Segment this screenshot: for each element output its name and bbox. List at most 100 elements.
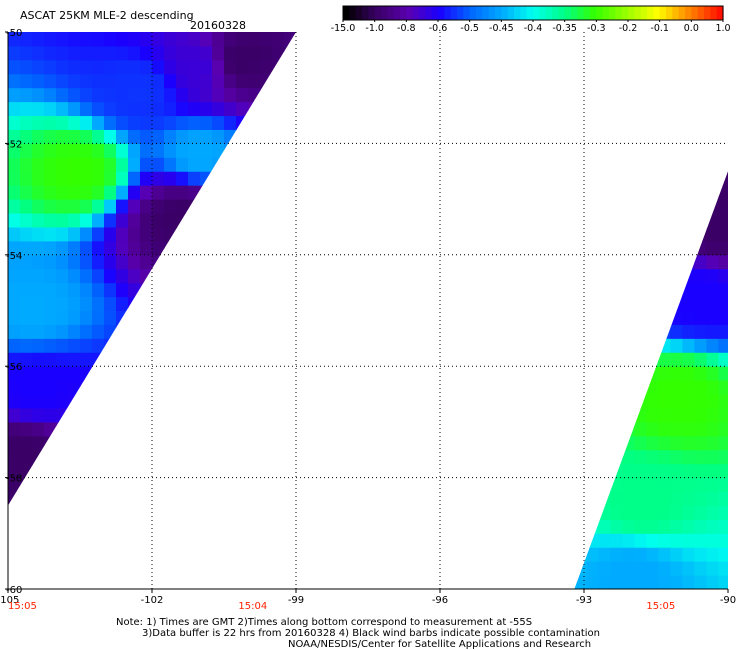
data-cell — [586, 240, 599, 256]
data-cell — [622, 491, 635, 506]
data-cell — [80, 463, 93, 479]
data-cell — [670, 324, 683, 339]
data-cell — [116, 115, 129, 130]
data-cell — [128, 185, 141, 200]
data-cell — [260, 185, 273, 200]
data-cell — [68, 129, 81, 144]
data-cell — [32, 352, 45, 367]
data-cell — [284, 310, 296, 325]
data-cell — [116, 477, 129, 493]
data-cell — [152, 435, 165, 451]
data-cell — [56, 45, 69, 61]
data-cell — [92, 213, 105, 228]
data-cell — [260, 32, 273, 47]
data-cell — [224, 352, 237, 367]
data-cell — [682, 199, 695, 214]
colorbar-tick-label: 0.0 — [684, 23, 699, 34]
data-cell — [682, 352, 695, 367]
data-cell — [718, 240, 728, 256]
data-cell — [20, 73, 33, 89]
data-cell — [212, 407, 225, 423]
data-cell — [68, 101, 81, 117]
data-cell — [622, 185, 635, 200]
data-cell — [8, 115, 21, 130]
data-cell — [104, 157, 117, 172]
data-cell — [260, 380, 273, 395]
data-cell — [260, 213, 273, 228]
data-cell — [128, 380, 141, 395]
data-cell — [32, 171, 45, 186]
data-cell — [128, 87, 141, 103]
data-cell — [80, 380, 93, 395]
data-cell — [574, 435, 587, 451]
data-cell — [248, 296, 261, 311]
data-cell — [116, 282, 129, 298]
data-cell — [706, 366, 719, 381]
data-cell — [68, 407, 81, 423]
colorbar-segment — [659, 6, 667, 20]
data-cell — [176, 338, 189, 353]
data-cell — [56, 338, 69, 353]
data-cell — [200, 32, 213, 47]
colorbar-segment — [431, 6, 439, 20]
data-cell — [152, 157, 165, 172]
data-cell — [188, 87, 201, 103]
data-cell — [574, 324, 587, 339]
data-cell — [116, 101, 129, 117]
data-cell — [610, 505, 623, 520]
data-cell — [622, 477, 635, 493]
data-cell — [236, 296, 249, 311]
data-cell — [610, 226, 623, 242]
data-cell — [610, 254, 623, 270]
data-cell — [200, 338, 213, 353]
data-cell — [188, 73, 201, 89]
data-cell — [694, 491, 707, 506]
data-cell — [152, 282, 165, 298]
data-cell — [284, 491, 296, 506]
data-cell — [634, 254, 647, 270]
data-cell — [634, 477, 647, 493]
data-cell — [586, 421, 599, 437]
data-cell — [164, 366, 177, 381]
data-cell — [32, 45, 45, 61]
data-cell — [56, 129, 69, 144]
data-cell — [574, 463, 587, 479]
data-cell — [694, 547, 707, 562]
data-cell — [284, 324, 296, 339]
data-cell — [694, 213, 707, 228]
data-cell — [20, 491, 33, 506]
data-cell — [104, 324, 117, 339]
data-cell — [260, 449, 273, 465]
colorbar-tick-label: -1.0 — [365, 23, 384, 34]
data-cell — [224, 45, 237, 61]
data-cell — [176, 296, 189, 311]
data-cell — [140, 366, 153, 381]
data-cell — [598, 477, 611, 493]
data-cell — [92, 394, 105, 409]
data-cell — [634, 268, 647, 284]
data-cell — [32, 213, 45, 228]
data-cell — [200, 185, 213, 200]
data-cell — [188, 463, 201, 479]
data-cell — [574, 296, 587, 311]
data-cell — [682, 338, 695, 353]
data-cell — [80, 171, 93, 186]
data-cell — [658, 338, 671, 353]
data-cell — [634, 380, 647, 395]
data-cell — [670, 519, 683, 534]
colorbar-segment — [374, 6, 382, 20]
data-cell — [272, 185, 285, 200]
data-cell — [670, 338, 683, 353]
data-cell — [44, 352, 57, 367]
data-cell — [68, 296, 81, 311]
data-cell — [92, 338, 105, 353]
data-cell — [80, 254, 93, 270]
data-cell — [212, 87, 225, 103]
data-cell — [80, 185, 93, 200]
colorbar-segment — [621, 6, 629, 20]
data-cell — [658, 505, 671, 520]
data-cell — [224, 268, 237, 284]
data-cell — [164, 226, 177, 242]
colorbar-segment — [362, 6, 369, 20]
data-cell — [718, 254, 728, 270]
